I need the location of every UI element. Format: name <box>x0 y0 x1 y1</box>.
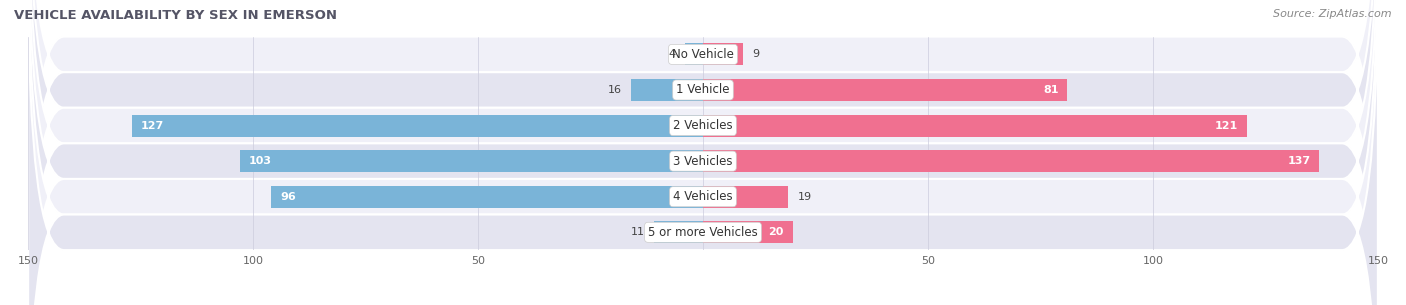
Bar <box>703 221 793 243</box>
Bar <box>703 186 789 208</box>
Text: 5 or more Vehicles: 5 or more Vehicles <box>648 226 758 239</box>
Text: Source: ZipAtlas.com: Source: ZipAtlas.com <box>1274 9 1392 19</box>
FancyBboxPatch shape <box>28 0 1378 305</box>
Bar <box>703 43 744 66</box>
Text: 4 Vehicles: 4 Vehicles <box>673 190 733 203</box>
FancyBboxPatch shape <box>28 0 1378 305</box>
Text: 96: 96 <box>280 192 295 202</box>
Bar <box>703 150 1319 172</box>
Text: 2 Vehicles: 2 Vehicles <box>673 119 733 132</box>
Text: 4: 4 <box>669 49 676 59</box>
FancyBboxPatch shape <box>28 0 1378 305</box>
Text: 1 Vehicle: 1 Vehicle <box>676 84 730 96</box>
Text: 20: 20 <box>769 227 785 237</box>
Bar <box>271 186 703 208</box>
Bar <box>132 115 703 137</box>
Text: 19: 19 <box>797 192 811 202</box>
Text: VEHICLE AVAILABILITY BY SEX IN EMERSON: VEHICLE AVAILABILITY BY SEX IN EMERSON <box>14 9 337 22</box>
Text: 11: 11 <box>630 227 644 237</box>
Bar <box>703 79 1067 101</box>
Text: 81: 81 <box>1043 85 1059 95</box>
Text: 121: 121 <box>1215 120 1239 131</box>
FancyBboxPatch shape <box>28 0 1378 305</box>
Text: 9: 9 <box>752 49 759 59</box>
Bar <box>703 115 1247 137</box>
Text: No Vehicle: No Vehicle <box>672 48 734 61</box>
Text: 16: 16 <box>607 85 621 95</box>
Text: 127: 127 <box>141 120 165 131</box>
Text: 137: 137 <box>1288 156 1310 166</box>
Bar <box>631 79 703 101</box>
Bar <box>685 43 703 66</box>
FancyBboxPatch shape <box>28 0 1378 305</box>
Text: 103: 103 <box>249 156 271 166</box>
Bar <box>654 221 703 243</box>
Bar <box>239 150 703 172</box>
FancyBboxPatch shape <box>28 0 1378 305</box>
Text: 3 Vehicles: 3 Vehicles <box>673 155 733 168</box>
